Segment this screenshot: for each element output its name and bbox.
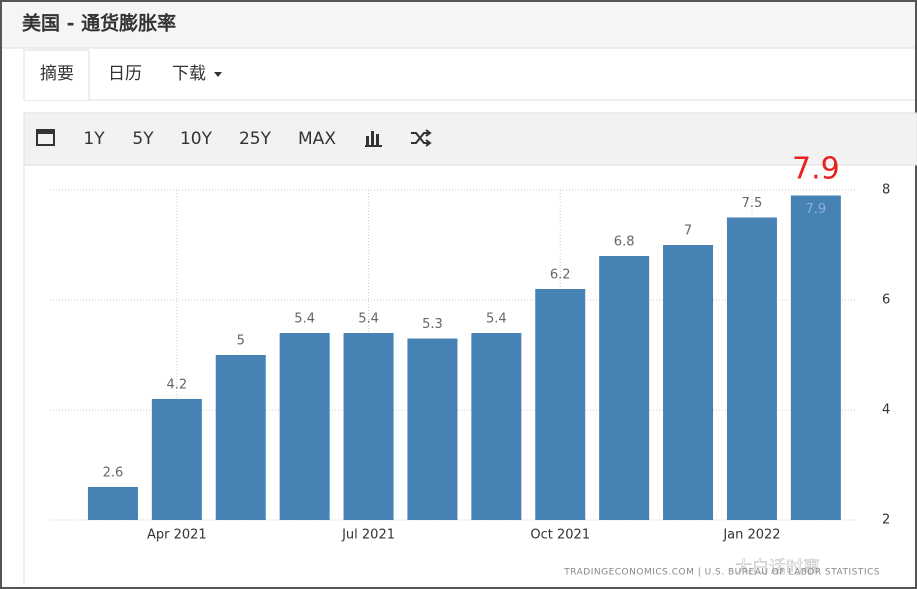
bar bbox=[535, 289, 586, 520]
tab[interactable]: 日历 bbox=[108, 64, 142, 84]
bar bbox=[599, 256, 650, 520]
range-button[interactable]: 10Y bbox=[180, 129, 213, 149]
range-button[interactable]: MAX bbox=[298, 129, 336, 149]
bar-chart-icon[interactable] bbox=[365, 131, 382, 147]
tab[interactable]: 下载 bbox=[172, 64, 206, 84]
range-button[interactable]: 25Y bbox=[239, 129, 272, 149]
value-label: 7 bbox=[684, 224, 692, 239]
bar bbox=[215, 355, 266, 520]
source: TRADINGECONOMICS.COM | U.S. BUREAU OF LA… bbox=[563, 568, 880, 578]
y-tick-label: 8 bbox=[882, 183, 890, 198]
y-tick-label: 2 bbox=[882, 513, 890, 528]
dropdown-caret bbox=[214, 72, 222, 77]
bar bbox=[726, 217, 777, 520]
value-label: 2.6 bbox=[103, 466, 124, 481]
range-button[interactable]: 1Y bbox=[83, 129, 105, 149]
tab[interactable]: 摘要 bbox=[40, 64, 74, 84]
value-label: 5.4 bbox=[294, 312, 315, 327]
value-label: 7.9 bbox=[806, 202, 827, 217]
watermark: 大白话时事 bbox=[735, 558, 820, 578]
value-label: 5.3 bbox=[422, 317, 443, 332]
x-tick-label: Jan 2022 bbox=[722, 528, 780, 543]
active-tab bbox=[23, 49, 90, 100]
value-label: 6.8 bbox=[614, 235, 635, 250]
x-tick-label: Jul 2021 bbox=[341, 528, 395, 543]
bar bbox=[151, 399, 202, 520]
value-label: 4.2 bbox=[167, 378, 188, 393]
bar bbox=[87, 487, 138, 520]
calendar-icon[interactable] bbox=[36, 129, 55, 146]
value-label: 6.2 bbox=[550, 268, 571, 283]
annotation: 7.9 bbox=[792, 152, 840, 187]
bar bbox=[471, 333, 522, 520]
value-label: 5.4 bbox=[486, 312, 507, 327]
bar bbox=[279, 333, 330, 520]
range-button[interactable]: 5Y bbox=[132, 129, 154, 149]
bar bbox=[343, 333, 394, 520]
value-label: 5 bbox=[237, 334, 245, 349]
y-tick-label: 4 bbox=[882, 403, 890, 418]
value-label: 5.4 bbox=[358, 312, 379, 327]
header-bar bbox=[2, 2, 915, 48]
toolbar bbox=[23, 112, 917, 166]
x-tick-label: Oct 2021 bbox=[530, 528, 590, 543]
bar bbox=[663, 245, 714, 520]
bar bbox=[407, 338, 458, 520]
bar bbox=[790, 195, 841, 520]
value-label: 7.5 bbox=[742, 196, 763, 211]
y-tick-label: 6 bbox=[882, 293, 890, 308]
shuffle-icon[interactable] bbox=[411, 129, 432, 147]
x-tick-label: Apr 2021 bbox=[147, 528, 207, 543]
page-title: 美国 - 通货膨胀率 bbox=[22, 12, 176, 35]
